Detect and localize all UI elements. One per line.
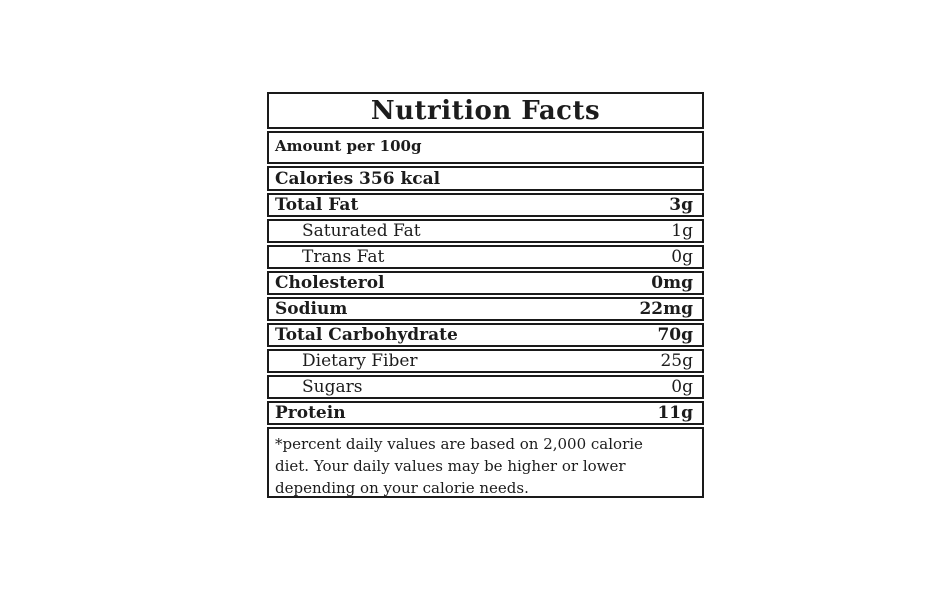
label-title: Nutrition Facts — [370, 95, 601, 126]
footnote: *percent daily values are based on 2,000… — [267, 427, 704, 498]
nutrient-value: 3g — [669, 195, 693, 215]
serving-size-row: Amount per 100g — [267, 131, 704, 164]
nutrient-label: Dietary Fiber — [302, 351, 418, 371]
nutrient-row-sugars: Sugars 0g — [267, 375, 704, 399]
label-title-row: Nutrition Facts — [267, 92, 704, 129]
nutrient-label: Sodium — [275, 299, 348, 319]
nutrient-value: 1g — [671, 221, 693, 241]
nutrient-row-total-fat: Total Fat 3g — [267, 193, 704, 217]
nutrient-value: 0g — [671, 247, 693, 267]
nutrient-value: 22mg — [639, 299, 693, 319]
nutrient-label: Trans Fat — [302, 247, 385, 267]
nutrient-label: Total Carbohydrate — [275, 325, 458, 345]
nutrient-row-protein: Protein 11g — [267, 401, 704, 425]
nutrient-row-saturated-fat: Saturated Fat 1g — [267, 219, 704, 243]
footnote-line: *percent daily values are based on 2,000… — [275, 435, 643, 453]
calories-row: Calories 356 kcal — [267, 166, 704, 191]
nutrient-label: Protein — [275, 403, 346, 423]
nutrient-label: Saturated Fat — [302, 221, 421, 241]
nutrient-label: Cholesterol — [275, 273, 385, 293]
nutrient-row-sodium: Sodium 22mg — [267, 297, 704, 321]
nutrient-value: 25g — [660, 351, 693, 371]
serving-size-text: Amount per 100g — [275, 137, 422, 155]
footnote-line: depending on your calorie needs. — [275, 479, 529, 497]
footnote-line: diet. Your daily values may be higher or… — [275, 457, 626, 475]
nutrient-row-dietary-fiber: Dietary Fiber 25g — [267, 349, 704, 373]
nutrient-value: 11g — [657, 403, 693, 423]
calories-text: Calories 356 kcal — [275, 168, 441, 189]
nutrient-label: Total Fat — [275, 195, 359, 215]
nutrition-facts-label: Nutrition Facts Amount per 100g Calories… — [267, 92, 704, 498]
nutrient-row-cholesterol: Cholesterol 0mg — [267, 271, 704, 295]
nutrient-label: Sugars — [302, 377, 363, 397]
nutrient-value: 70g — [657, 325, 693, 345]
nutrient-value: 0g — [671, 377, 693, 397]
nutrient-row-trans-fat: Trans Fat 0g — [267, 245, 704, 269]
nutrient-value: 0mg — [651, 273, 693, 293]
nutrient-row-total-carbohydrate: Total Carbohydrate 70g — [267, 323, 704, 347]
